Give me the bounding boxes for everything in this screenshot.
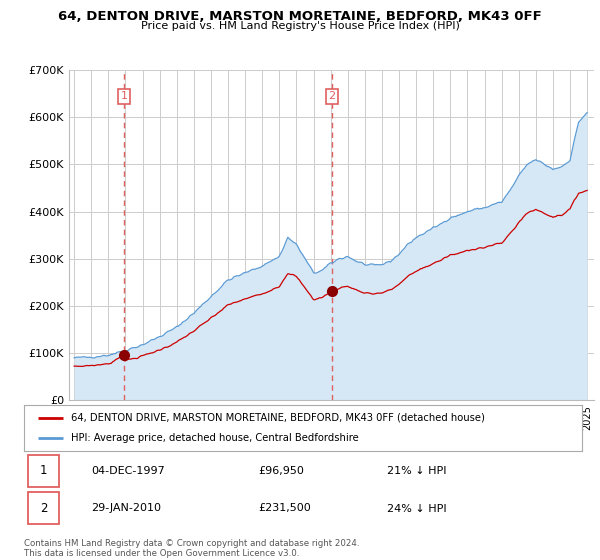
- Text: 1: 1: [40, 464, 47, 478]
- Text: HPI: Average price, detached house, Central Bedfordshire: HPI: Average price, detached house, Cent…: [71, 433, 359, 443]
- Text: 64, DENTON DRIVE, MARSTON MORETAINE, BEDFORD, MK43 0FF (detached house): 64, DENTON DRIVE, MARSTON MORETAINE, BED…: [71, 413, 485, 423]
- Text: Contains HM Land Registry data © Crown copyright and database right 2024.
This d: Contains HM Land Registry data © Crown c…: [24, 539, 359, 558]
- Text: £96,950: £96,950: [259, 466, 304, 476]
- Text: £231,500: £231,500: [259, 503, 311, 514]
- FancyBboxPatch shape: [28, 455, 59, 487]
- Text: 64, DENTON DRIVE, MARSTON MORETAINE, BEDFORD, MK43 0FF: 64, DENTON DRIVE, MARSTON MORETAINE, BED…: [58, 10, 542, 23]
- Text: 1: 1: [121, 91, 128, 101]
- Text: 21% ↓ HPI: 21% ↓ HPI: [387, 466, 446, 476]
- Text: 29-JAN-2010: 29-JAN-2010: [91, 503, 161, 514]
- Text: 2: 2: [329, 91, 335, 101]
- Text: 04-DEC-1997: 04-DEC-1997: [91, 466, 165, 476]
- Text: 2: 2: [40, 502, 47, 515]
- FancyBboxPatch shape: [28, 492, 59, 525]
- Text: 24% ↓ HPI: 24% ↓ HPI: [387, 503, 446, 514]
- Text: Price paid vs. HM Land Registry's House Price Index (HPI): Price paid vs. HM Land Registry's House …: [140, 21, 460, 31]
